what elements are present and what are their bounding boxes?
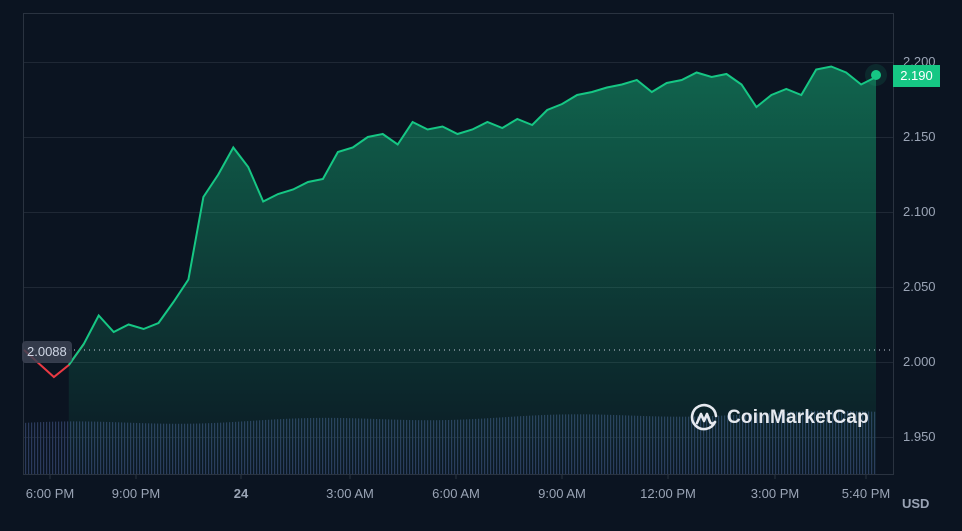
x-tick-label: 5:40 PM xyxy=(841,486,891,501)
x-tick-label: 6:00 AM xyxy=(432,486,480,501)
x-tick-label: 24 xyxy=(233,486,249,501)
price-area xyxy=(68,66,877,474)
x-tick-label: 12:00 PM xyxy=(640,486,696,501)
y-tick-label: 1.950 xyxy=(903,429,936,444)
x-tick-label: 3:00 PM xyxy=(750,486,800,501)
x-tick-label: 9:00 PM xyxy=(111,486,161,501)
watermark: CoinMarketCap xyxy=(689,403,869,433)
y-tick-label: 2.050 xyxy=(903,279,936,294)
y-tick-label: 2.000 xyxy=(903,354,936,369)
chart-frame xyxy=(23,13,894,475)
y-tick-label: 2.100 xyxy=(903,204,936,219)
x-tick-label: 3:00 AM xyxy=(326,486,374,501)
current-price-label: 2.190 xyxy=(893,65,940,87)
x-tick-label: 9:00 AM xyxy=(538,486,586,501)
y-tick-label: 2.150 xyxy=(903,129,936,144)
current-price-dot[interactable] xyxy=(871,70,881,80)
currency-label: USD xyxy=(902,496,930,511)
brand-name: CoinMarketCap xyxy=(727,407,869,428)
coinmarketcap-logo-icon xyxy=(690,403,718,431)
open-price-label: 2.0088 xyxy=(22,341,72,363)
x-tick-label: 6:00 PM xyxy=(25,486,75,501)
price-line-above-open xyxy=(67,65,877,366)
